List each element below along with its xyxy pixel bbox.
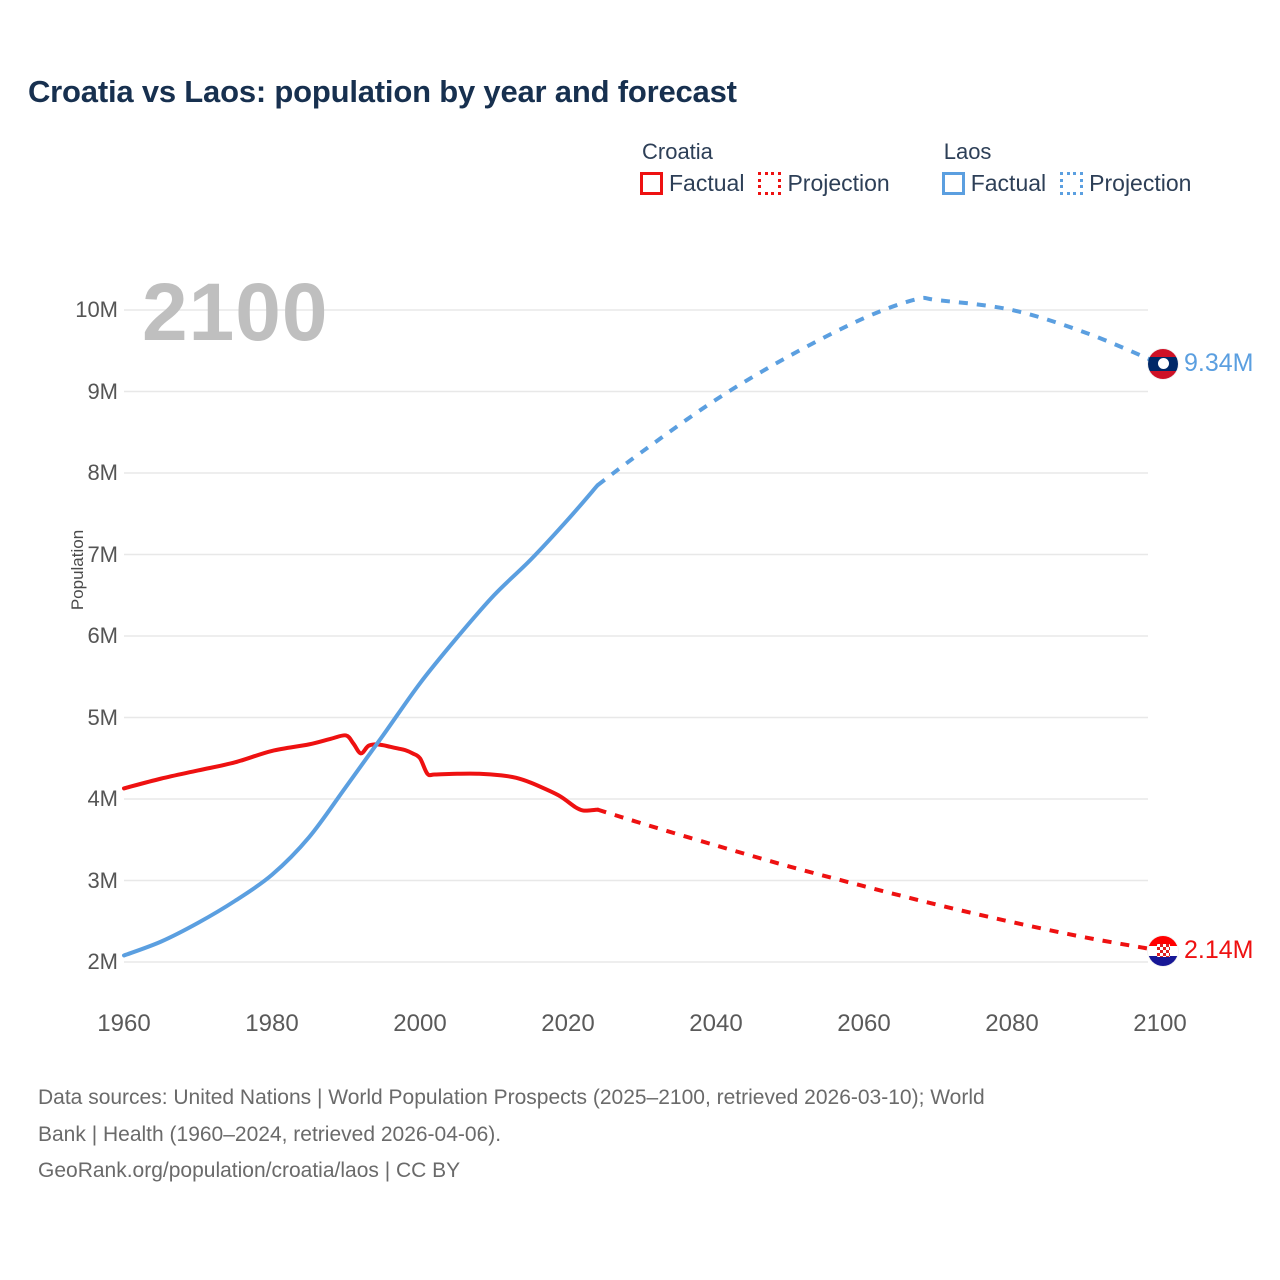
x-tick-label: 1960 [97,1010,151,1037]
croatia-projection-line [597,807,1161,953]
laos-endpoint-value: 9.34M [1184,349,1254,378]
croatia-factual-line [122,733,600,813]
y-tick-label: 5M [87,704,118,730]
footer-line-license: GeoRank.org/population/croatia/laos | CC… [38,1159,461,1183]
x-tick-label: 2040 [689,1010,743,1037]
legend-item-laos-factual[interactable]: Factual [941,170,1047,197]
legend-items-croatia: Factual Projection [640,170,890,197]
laos-projection-line [596,295,1161,487]
x-tick-label: 2000 [393,1010,447,1037]
x-tick-label: 2060 [837,1010,891,1037]
laos-factual-line [122,483,600,958]
x-tick-label: 2020 [541,1010,595,1037]
legend-item-laos-projection[interactable]: Projection [1060,170,1191,197]
legend-group-laos: Laos Factual Projection [941,139,1191,197]
legend-swatch-dotted-icon [1060,172,1084,196]
legend-swatch-solid-icon [640,172,663,196]
croatia-endpoint-value: 2.14M [1184,936,1254,965]
y-axis-ticks: 2M 3M 4M 5M 6M 7M 8M 9M 10M [0,0,118,1280]
legend-label-laos-factual: Factual [970,170,1047,197]
footer-attribution: Data sources: United Nations | World Pop… [38,1082,1238,1188]
legend-item-croatia-factual[interactable]: Factual [640,170,744,197]
watermark-year: 2100 [142,267,329,358]
footer-line-sources-cont: Bank | Health (1960–2024, retrieved 2026… [38,1122,502,1146]
page-title: Croatia vs Laos: population by year and … [28,74,737,109]
laos-endpoint-marker: 9.34M [1148,348,1254,379]
y-tick-label: 3M [87,867,118,893]
y-tick-label: 2M [87,949,118,974]
x-tick-label: 2080 [985,1010,1039,1037]
legend-group-croatia: Croatia Factual Projection [640,139,890,197]
croatia-flag-icon [1148,935,1178,966]
footer-line-sources: Data sources: United Nations | World Pop… [38,1086,985,1109]
legend-items-laos: Factual Projection [941,170,1191,197]
legend-swatch-solid-icon [941,172,965,196]
x-tick-label: 1980 [245,1010,299,1037]
legend-item-croatia-projection[interactable]: Projection [758,170,890,197]
y-tick-label: 10M [75,297,118,322]
x-tick-label: 2100 [1133,1010,1187,1037]
y-tick-label: 4M [87,786,118,811]
y-tick-label: 8M [87,460,118,485]
y-tick-label: 9M [87,378,118,404]
laos-flag-icon [1148,348,1178,379]
y-tick-label: 7M [87,541,118,567]
legend-label-croatia-projection: Projection [787,170,890,197]
chart-legend: Croatia Factual Projection Laos Factual [640,139,1191,197]
legend-label-croatia-factual: Factual [669,170,745,197]
legend-label-laos-projection: Projection [1089,170,1192,197]
legend-swatch-dotted-icon [758,172,782,196]
legend-group-title-croatia: Croatia [642,139,713,164]
croatia-endpoint-marker: 2.14M [1148,935,1254,966]
legend-group-title-laos: Laos [943,139,992,164]
y-tick-label: 6M [87,623,118,648]
